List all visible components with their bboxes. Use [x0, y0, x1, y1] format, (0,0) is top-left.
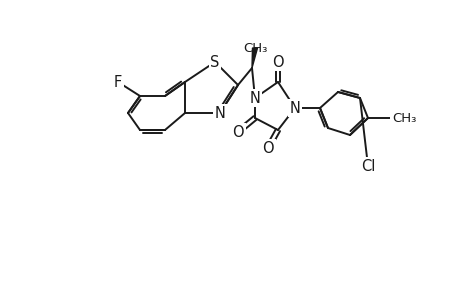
- Text: N: N: [289, 100, 300, 116]
- Text: CH₃: CH₃: [242, 41, 267, 55]
- Text: N: N: [249, 91, 260, 106]
- Text: F: F: [114, 74, 122, 89]
- Text: Cl: Cl: [360, 158, 375, 173]
- Text: O: O: [262, 140, 273, 155]
- Text: CH₃: CH₃: [391, 112, 415, 124]
- Text: O: O: [272, 55, 283, 70]
- Text: N: N: [214, 106, 225, 121]
- Text: O: O: [232, 124, 243, 140]
- Text: S: S: [210, 55, 219, 70]
- Polygon shape: [252, 48, 257, 68]
